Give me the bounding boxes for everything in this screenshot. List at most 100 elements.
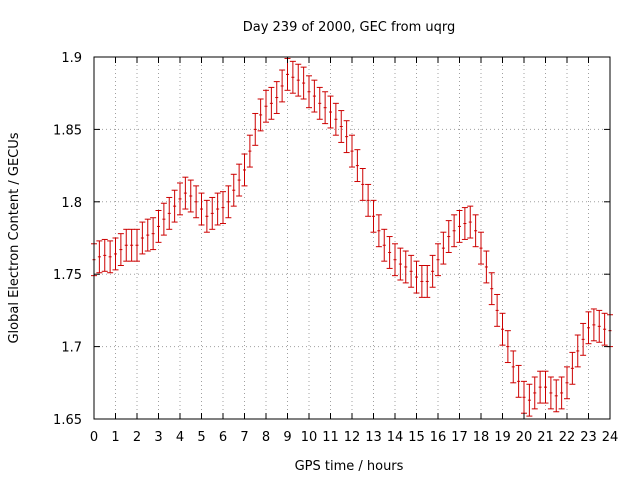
- x-tick-label: 2: [133, 430, 141, 445]
- data-point: [150, 217, 157, 251]
- data-point: [526, 383, 533, 417]
- data-point: [531, 376, 538, 410]
- data-point: [160, 202, 167, 236]
- x-tick-label: 23: [580, 430, 597, 445]
- data-point: [558, 376, 565, 410]
- x-tick-label: 10: [301, 430, 318, 445]
- y-tick-label: 1.7: [61, 341, 82, 356]
- x-tick-label: 11: [322, 430, 339, 445]
- data-point: [429, 254, 436, 288]
- data-point: [435, 243, 441, 277]
- data-point: [96, 240, 103, 274]
- data-point: [585, 311, 592, 345]
- data-point: [402, 250, 409, 284]
- data-point: [311, 79, 318, 113]
- data-point: [123, 228, 130, 262]
- x-tick-label: 21: [537, 430, 554, 445]
- data-point: [193, 185, 200, 219]
- data-point: [386, 236, 393, 269]
- data-point: [332, 102, 339, 136]
- data-point: [392, 243, 398, 277]
- data-point: [236, 163, 243, 197]
- data-point: [510, 350, 517, 384]
- x-tick-label: 20: [516, 430, 533, 445]
- x-tick-label: 3: [154, 430, 162, 445]
- data-point: [601, 312, 608, 346]
- data-point: [370, 199, 377, 233]
- x-tick-label: 14: [387, 430, 404, 445]
- x-tick-label: 22: [559, 430, 576, 445]
- data-series: [91, 57, 613, 417]
- x-tick-label: 18: [473, 430, 490, 445]
- data-point: [375, 214, 382, 248]
- data-point: [542, 370, 549, 404]
- data-point: [117, 233, 124, 267]
- x-tick-label: 6: [219, 430, 227, 445]
- data-point: [241, 153, 248, 187]
- data-point: [381, 228, 388, 262]
- data-point: [134, 228, 140, 262]
- data-point: [273, 81, 280, 114]
- data-point: [177, 182, 183, 216]
- data-point: [295, 63, 302, 97]
- x-tick-label: 4: [176, 430, 184, 445]
- data-point: [187, 179, 194, 213]
- x-tick-label: 13: [365, 430, 382, 445]
- x-tick-label: 5: [197, 430, 205, 445]
- data-point: [139, 221, 146, 255]
- data-point: [537, 370, 544, 404]
- y-tick-label: 1.65: [53, 413, 82, 428]
- data-point: [461, 207, 468, 240]
- data-point: [268, 86, 275, 120]
- data-point: [424, 265, 431, 298]
- data-point: [569, 351, 576, 385]
- data-point: [413, 260, 420, 294]
- y-axis-label: Global Electron Content / GECUs: [7, 132, 22, 343]
- data-point: [209, 196, 216, 230]
- y-tick-label: 1.9: [61, 51, 82, 66]
- axis-ticks: [93, 56, 611, 420]
- chart-title: Day 239 of 2000, GEC from uqrg: [243, 20, 456, 35]
- tick-labels: 0 1 2 3 4 5 6 7 8 9 10 11 12 13 14 15 16 17 18 19 20 21 22 23 24…: [53, 51, 618, 445]
- data-point: [338, 110, 345, 143]
- data-point: [182, 176, 189, 210]
- x-tick-label: 24: [602, 430, 619, 445]
- x-tick-label: 7: [240, 430, 248, 445]
- data-point: [225, 185, 232, 219]
- data-point: [327, 95, 334, 129]
- data-point: [214, 192, 221, 226]
- data-point: [252, 112, 259, 146]
- data-point: [467, 205, 474, 239]
- data-point: [171, 189, 178, 223]
- data-point: [316, 86, 323, 120]
- x-tick-label: 17: [451, 430, 468, 445]
- data-point: [112, 237, 119, 271]
- data-point: [230, 173, 237, 207]
- data-point: [574, 334, 581, 368]
- data-point: [504, 330, 511, 364]
- data-point: [499, 312, 506, 346]
- data-point: [547, 376, 554, 410]
- x-tick-label: 9: [283, 430, 291, 445]
- data-point: [306, 75, 312, 109]
- data-point: [289, 60, 296, 94]
- data-point: [257, 98, 264, 132]
- data-point: [596, 309, 603, 343]
- y-tick-label: 1.85: [53, 123, 82, 138]
- data-point: [472, 214, 479, 248]
- data-point: [440, 231, 447, 265]
- y-tick-label: 1.8: [61, 196, 82, 211]
- data-point: [263, 89, 269, 123]
- data-point: [203, 199, 210, 233]
- x-tick-label: 1: [111, 430, 119, 445]
- data-point: [397, 247, 404, 281]
- data-point: [456, 209, 463, 243]
- data-point: [166, 196, 173, 230]
- data-point: [494, 293, 501, 327]
- x-axis-label: GPS time / hours: [295, 459, 404, 474]
- x-tick-label: 12: [344, 430, 361, 445]
- y-tick-label: 1.75: [53, 268, 82, 283]
- data-point: [107, 240, 114, 274]
